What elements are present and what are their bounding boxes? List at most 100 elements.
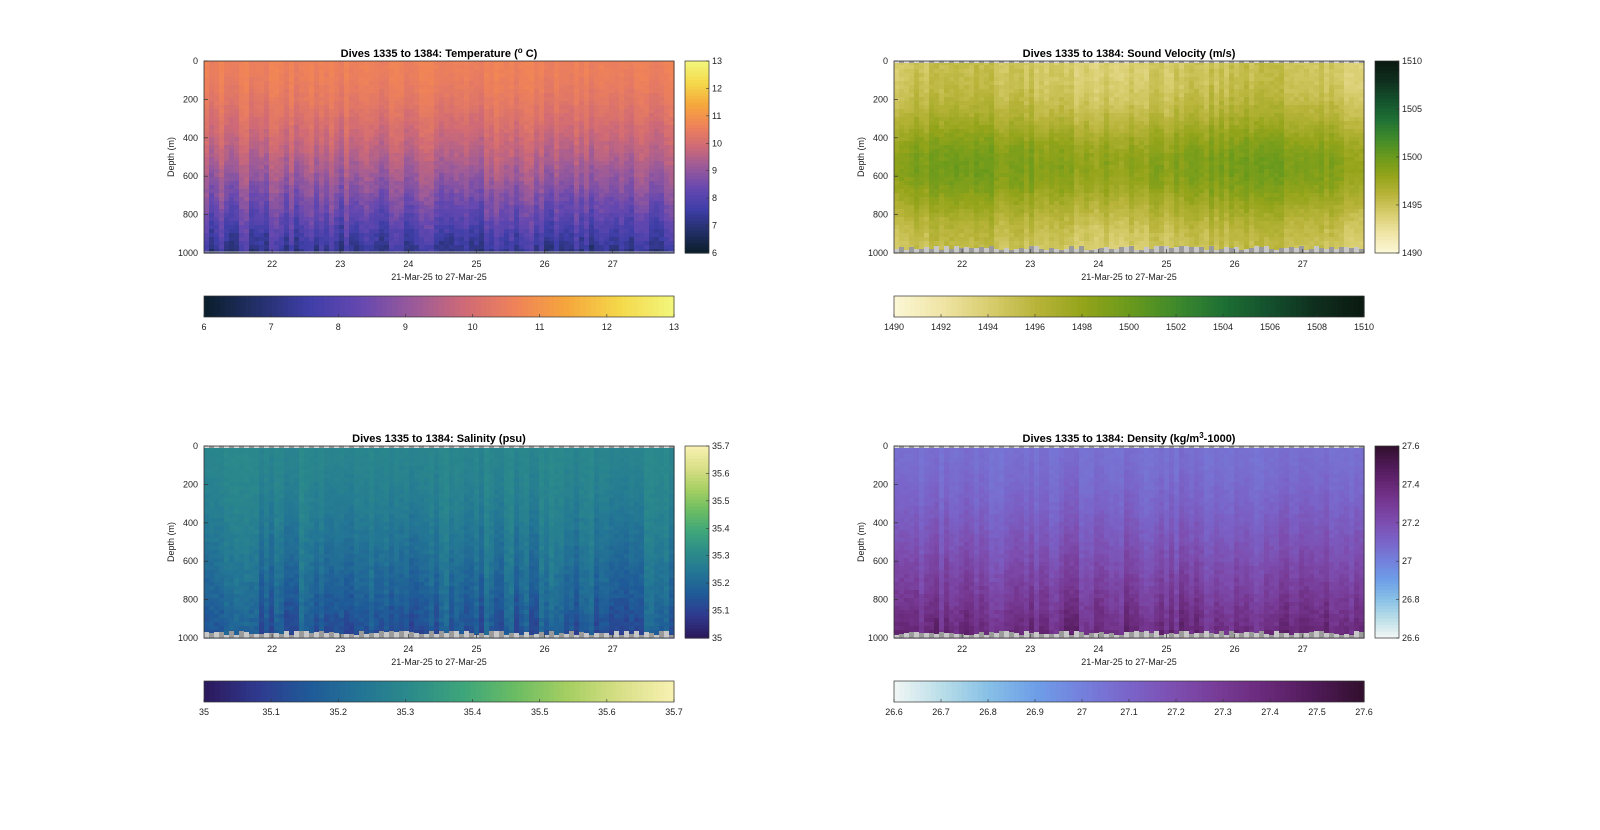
- colorbar-tick-label: 1492: [931, 322, 951, 332]
- y-tick-label: 600: [873, 171, 888, 181]
- colorbar-tick-label: 27.5: [1308, 707, 1326, 717]
- y-axis-label: Depth (m): [166, 522, 176, 562]
- heatmap-field: [204, 446, 675, 639]
- x-tick-label: 26: [1230, 259, 1240, 269]
- colorbar-tick-label: 1505: [1402, 104, 1422, 114]
- colorbar-tick-label: 27.2: [1167, 707, 1185, 717]
- y-tick-label: 1000: [178, 633, 198, 643]
- colorbar-tick-label: 1495: [1402, 200, 1422, 210]
- colorbar-tick-label: 35.5: [712, 496, 730, 506]
- colorbar-horizontal: 6 7 8 9 10 11 12 13: [201, 295, 679, 332]
- colorbar-tick-label: 1500: [1402, 152, 1422, 162]
- colorbar-tick-label: 6: [712, 248, 717, 258]
- chart-title: Dives 1335 to 1384: Salinity (psu): [352, 433, 526, 445]
- colorbar-tick-label: 27.3: [1214, 707, 1232, 717]
- y-tick-label: 600: [183, 556, 198, 566]
- colorbar-tick-label: 35.2: [712, 578, 730, 588]
- x-tick-label: 25: [1161, 644, 1171, 654]
- x-tick-label: 22: [957, 644, 967, 654]
- x-tick-label: 22: [957, 259, 967, 269]
- colorbar-tick-label: 13: [712, 56, 722, 66]
- y-tick-label: 800: [183, 210, 198, 220]
- colorbar-tick-label: 27: [1077, 707, 1087, 717]
- colorbar-tick-label: 35.4: [712, 523, 730, 533]
- colorbar-tick-label: 1510: [1402, 56, 1422, 66]
- y-tick-label: 600: [873, 556, 888, 566]
- x-axis-label: 21-Mar-25 to 27-Mar-25: [1081, 657, 1177, 667]
- heatmap-field: [204, 61, 675, 254]
- colorbar-tick-label: 35.4: [464, 707, 482, 717]
- colorbar-tick-label: 35.7: [665, 707, 683, 717]
- colorbar-tick-label: 26.6: [885, 707, 903, 717]
- colorbar-tick-label: 11: [712, 111, 721, 121]
- x-tick-label: 26: [540, 644, 550, 654]
- colorbar-tick-label: 27.6: [1355, 707, 1373, 717]
- colorbar-tick-label: 35.6: [712, 468, 730, 478]
- x-tick-label: 25: [471, 259, 481, 269]
- density-chart: Dives 1335 to 1384: Density (kg/m3-1000)…: [856, 431, 1420, 717]
- colorbar-tick-label: 9: [712, 166, 717, 176]
- colorbar-horizontal: 1490 1492 1494 1496 1498 1500 1502 1504 1506 1508…: [884, 295, 1374, 332]
- colorbar-tick-label: 8: [336, 322, 341, 332]
- colorbar-tick-label: 13: [669, 322, 679, 332]
- colorbar-vertical: 6 7 8 9 10 11 12 13: [684, 56, 722, 258]
- plot-frame: [203, 60, 675, 254]
- colorbar-tick-label: 8: [712, 193, 717, 203]
- colorbar-tick-label: 1504: [1213, 322, 1233, 332]
- x-tick-label: 23: [335, 644, 345, 654]
- x-tick-label: 24: [403, 259, 413, 269]
- y-tick-label: 800: [873, 595, 888, 605]
- colorbar-vertical: 26.6 26.8 27 27.2 27.4 27.6: [1374, 441, 1420, 643]
- colorbar-tick-label: 1498: [1072, 322, 1092, 332]
- colorbar-tick-label: 1496: [1025, 322, 1045, 332]
- x-tick-label: 27: [608, 644, 618, 654]
- colorbar-tick-label: 26.8: [1402, 595, 1420, 605]
- y-tick-label: 1000: [868, 633, 888, 643]
- y-axis-label: Depth (m): [166, 137, 176, 177]
- colorbar-tick-label: 35.3: [712, 551, 730, 561]
- colorbar-tick-label: 1494: [978, 322, 998, 332]
- y-tick-label: 1000: [178, 248, 198, 258]
- colorbar-tick-label: 35.1: [262, 707, 280, 717]
- colorbar-tick-label: 27: [1402, 556, 1412, 566]
- y-tick-label: 1000: [868, 248, 888, 258]
- y-tick-label: 200: [873, 94, 888, 104]
- y-axis-label: Depth (m): [856, 137, 866, 177]
- colorbar-tick-label: 35: [712, 633, 722, 643]
- x-tick-label: 26: [540, 259, 550, 269]
- x-tick-label: 24: [1093, 259, 1103, 269]
- x-tick-label: 27: [1298, 644, 1308, 654]
- colorbar-tick-label: 27.6: [1402, 441, 1420, 451]
- colorbar-tick-label: 35.5: [531, 707, 549, 717]
- y-tick-label: 800: [183, 595, 198, 605]
- colorbar-tick-label: 12: [712, 83, 722, 93]
- colorbar-tick-label: 7: [269, 322, 274, 332]
- x-tick-label: 27: [1298, 259, 1308, 269]
- y-tick-label: 400: [873, 518, 888, 528]
- heatmap-field: [894, 446, 1365, 639]
- y-axis-label: Depth (m): [856, 522, 866, 562]
- colorbar-tick-label: 10: [712, 138, 722, 148]
- y-tick-label: 200: [183, 479, 198, 489]
- x-axis-label: 21-Mar-25 to 27-Mar-25: [391, 657, 487, 667]
- sound-velocity-chart: Dives 1335 to 1384: Sound Velocity (m/s)…: [856, 48, 1422, 332]
- colorbar-horizontal: 35 35.1 35.2 35.3 35.4 35.5 35.6 35.7: [199, 680, 683, 717]
- x-tick-label: 26: [1230, 644, 1240, 654]
- colorbar-tick-label: 35: [199, 707, 209, 717]
- y-tick-label: 0: [883, 56, 888, 66]
- chart-title: Dives 1335 to 1384: Sound Velocity (m/s): [1023, 48, 1236, 60]
- heatmap-field: [894, 61, 1365, 254]
- y-tick-label: 400: [183, 133, 198, 143]
- colorbar-tick-label: 27.1: [1120, 707, 1138, 717]
- x-tick-label: 22: [267, 644, 277, 654]
- x-axis-label: 21-Mar-25 to 27-Mar-25: [1081, 272, 1177, 282]
- y-tick-label: 800: [873, 210, 888, 220]
- y-tick-label: 0: [193, 441, 198, 451]
- colorbar-tick-label: 26.6: [1402, 633, 1420, 643]
- plot-frame: [203, 445, 675, 639]
- colorbar-tick-label: 1490: [1402, 248, 1422, 258]
- colorbar-vertical: 35 35.1 35.2 35.3 35.4 35.5 35.6 35.7: [684, 441, 730, 643]
- y-tick-label: 400: [873, 133, 888, 143]
- x-tick-label: 24: [403, 644, 413, 654]
- y-tick-label: 200: [183, 94, 198, 104]
